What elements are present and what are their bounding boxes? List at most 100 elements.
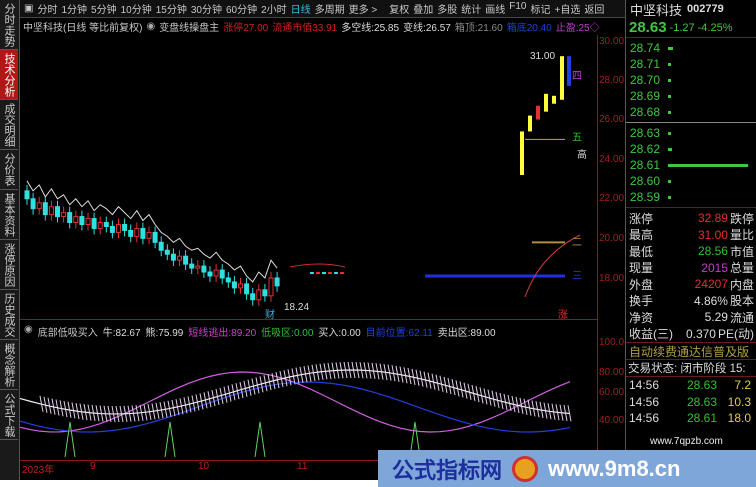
ma-line [289,263,346,268]
toolbar: ▣ 分时 1分钟 5分钟 10分钟 15分钟 30分钟 60分钟 2小时 日线 多周期 更多 > 复… [20,0,625,18]
ribbon-bar [147,403,152,421]
period-tab[interactable]: 更多 > [348,5,378,16]
period-tab[interactable]: 多周期 [314,5,345,16]
period-tab[interactable]: 日线 [290,5,311,16]
ribbon-bar [343,362,348,379]
ribbon-bar [319,363,324,380]
bid-row[interactable]: 28.59 [626,189,756,205]
tab-profile[interactable]: 基本资料 [0,190,18,240]
toolbar-action-button[interactable]: 复权 [389,5,410,16]
ask-row[interactable]: 28.70 [626,72,756,88]
period-tab[interactable]: 60分钟 [225,5,258,16]
period-tab[interactable]: 10分钟 [120,5,152,16]
indicator-item: 止盈:25◇ [556,19,600,34]
period-tab[interactable]: 2小时 [261,5,287,16]
ribbon-bar [195,394,200,411]
period-tab[interactable]: 1分钟 [61,5,88,16]
bid-volume-bar [668,163,749,167]
stat-value: 4.86% [693,293,728,308]
tab-limit-reason[interactable]: 涨停原因 [0,240,18,290]
settings-icon[interactable]: ◉ [24,324,33,335]
ribbon-bar [219,387,224,404]
ribbon-bar [327,362,332,380]
sub-indicator-name[interactable]: 底部低吸买入 [37,328,98,339]
brand-text: 公式指标网 [392,457,503,483]
ribbon-bar [199,393,204,410]
tab-trades[interactable]: 成交明细 [0,100,18,150]
candle [244,283,250,295]
candle [122,224,128,231]
period-tab[interactable]: 30分钟 [190,5,222,16]
bid-row[interactable]: 28.61 [626,157,756,173]
toolbar-action-button[interactable]: 标记 [530,5,551,16]
ribbon-bar [143,404,148,421]
ask-price: 28.71 [630,57,661,71]
ask-row[interactable]: 28.69 [626,88,756,104]
sub-indicator-info: ◉ 底部低吸买入 牛:82.67 熊:75.99 短线逃出:89.20 低吸区:0.0… [20,324,597,339]
ribbon-bar [255,377,260,394]
period-tab[interactable]: 分时 [37,5,58,16]
ribbon-bar [303,366,308,383]
tab-formula[interactable]: 公式下载 [0,390,18,440]
toolbar-action-button[interactable]: 画线 [485,5,506,16]
ribbon-bar [359,362,364,379]
indicator-value: 33.91 [312,23,338,34]
tab-intraday[interactable]: 分时走势 [0,0,18,50]
period-tab[interactable]: 15分钟 [155,5,187,16]
promo-text[interactable]: 自动续费通达信普及版 [626,342,756,359]
tab-concept[interactable]: 概念解析 [0,340,18,390]
period-tab[interactable]: 5分钟 [91,5,117,16]
indicator-name[interactable]: 变盘线操盘主 [159,23,220,34]
indicator-item: 箱顶:21.60 [455,19,503,34]
indicator-chart[interactable] [20,322,597,460]
toolbar-action-button[interactable]: 返回 [584,5,605,16]
ask-volume-bar [668,62,672,66]
ribbon-bar [387,364,392,381]
ribbon-bar [439,375,444,392]
watermark-site: www.7qpzb.com [650,436,723,447]
candle [134,227,140,237]
toolbar-action-button[interactable]: +自选 [554,5,581,16]
ribbon-bar [243,380,248,397]
buy-signal [64,421,76,458]
toolbar-action-button[interactable]: 叠加 [413,5,434,16]
bid-row[interactable]: 28.63 [626,125,756,141]
sub-indicator-value: 89.00 [470,328,496,339]
ask-price: 28.68 [630,105,661,119]
candle [238,283,243,289]
bid-row[interactable]: 28.62 [626,141,756,157]
ribbon-bar [451,379,456,396]
ask-row[interactable]: 28.68 [626,104,756,120]
ribbon-bar [539,401,544,418]
ribbon-bar [455,380,460,397]
buy-signal [164,421,176,458]
toolbar-action-button[interactable]: F10 [509,1,527,12]
candle [552,95,556,104]
toolbar-action-button[interactable]: 统计 [461,5,482,16]
tab-price-table[interactable]: 分价表 [0,150,18,190]
tick-price: 28.63 [686,378,717,393]
panel-toggle-icon[interactable]: ▣ [24,3,34,14]
ribbon-bar [155,402,160,419]
tab-history[interactable]: 历史成交 [0,290,18,340]
candle [116,224,121,233]
ribbon-bar [507,394,512,412]
ribbon-bar [547,403,552,420]
stat-row: 收益(三) 0.370 PE(动) [626,326,756,343]
bid-row[interactable]: 28.60 [626,173,756,189]
ribbon-bar [39,395,44,412]
settings-icon[interactable]: ◉ [146,21,156,32]
toolbar-action-button[interactable]: 多股 [437,5,458,16]
ask-row[interactable]: 28.74 [626,40,756,56]
sub-indicator-label: 牛: [102,328,116,339]
ribbon-bar [403,367,408,384]
ask-row[interactable]: 28.71 [626,56,756,72]
stat-label-right: 跌停 [729,211,754,226]
candle [103,222,109,227]
candle [73,216,79,224]
ribbon-bar [499,392,504,409]
tab-technical[interactable]: 技术分析 [0,50,18,100]
indicator-values: 涨停27.00 流通市值33.91 多空线:25.85 变线:26.57 箱顶:21.6… [223,19,599,34]
bid-volume-bar [668,147,673,151]
